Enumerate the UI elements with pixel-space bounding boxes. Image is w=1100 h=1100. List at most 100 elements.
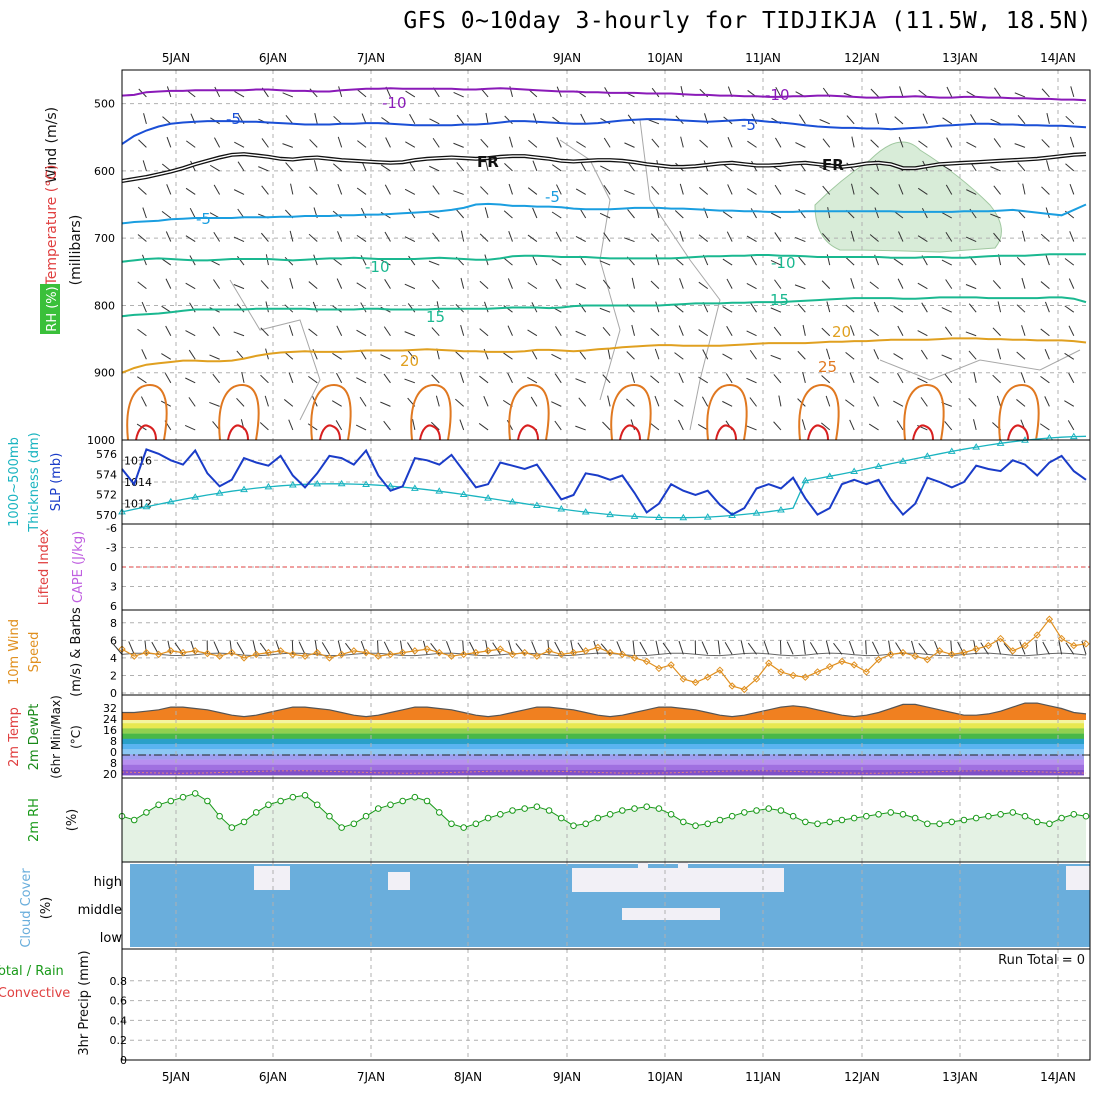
clear-sky-gap [388, 872, 410, 890]
surface-wind-barb [445, 641, 452, 655]
thickness-marker [1069, 432, 1078, 440]
wind-barb [485, 112, 489, 124]
ylabel-cloud-unit: (%) [39, 897, 54, 920]
wind-barb [578, 350, 587, 360]
wind-barb [997, 348, 1002, 360]
wind-barb [650, 375, 660, 384]
wind-barb [333, 163, 342, 172]
rh-marker [374, 805, 382, 812]
wind-barb [680, 136, 684, 148]
wind-barb [1016, 399, 1026, 407]
wind-barb [722, 258, 733, 266]
x-tick-label-bottom: 12JAN [844, 1070, 880, 1084]
chart-title: GFS 0~10day 3-hourly for TIDJIKJA (11.5W… [403, 8, 1092, 34]
wind-barb [678, 372, 684, 384]
wind-barb [850, 230, 855, 242]
wind-barb [142, 160, 147, 172]
wind-barb [1044, 301, 1050, 313]
thickness-marker [557, 505, 566, 512]
wind-barb [994, 87, 1001, 98]
wind-barb [846, 115, 855, 125]
wind-barb [602, 326, 611, 337]
wind-barb [679, 230, 684, 242]
wind-barb [428, 213, 440, 219]
wind-barb [578, 397, 587, 407]
x-tick-label-bottom: 5JAN [162, 1070, 190, 1084]
wind-barb [166, 136, 172, 148]
wind-barb [236, 397, 245, 407]
wind-barb [845, 257, 855, 266]
temperature-contour [121, 296, 1087, 318]
wind-barb [265, 301, 269, 313]
wind-barb [897, 278, 904, 289]
wind-barb [575, 425, 586, 431]
wind-barb [233, 331, 245, 337]
surface-wind-barb [1081, 640, 1087, 655]
wind-barb [332, 258, 342, 266]
wind-barb [309, 139, 318, 148]
temp-color-band [122, 723, 1084, 729]
rh-marker [411, 793, 419, 801]
wind-barb [624, 189, 635, 195]
wind-speed-marker [301, 652, 309, 660]
x-tick-label-top: 10JAN [647, 51, 683, 65]
wind-speed-marker [215, 652, 224, 660]
rh-marker [1021, 812, 1029, 820]
wind-speed-marker [972, 645, 980, 653]
wind-barb [260, 327, 269, 337]
contour-label: -10 [365, 258, 390, 276]
wind-barb [527, 234, 538, 242]
ylabel-2m-dewpt: 2m DewPt [27, 704, 42, 771]
wind-barb [965, 331, 977, 337]
wind-barb [973, 371, 977, 383]
wind-barb [942, 164, 953, 172]
wind-barb [770, 259, 782, 266]
dewpoint-line [121, 770, 1087, 774]
rh-legend-swatch [40, 284, 60, 334]
rh-marker [911, 814, 919, 822]
rh-marker [484, 814, 492, 822]
wind-speed-marker [1082, 640, 1090, 648]
thickness-marker [215, 489, 224, 496]
wind-barb [356, 187, 367, 195]
surface-wind-barb [763, 640, 770, 655]
wind-speed-marker [948, 650, 956, 659]
ylabel-celsius: (°C) [69, 725, 83, 749]
wind-barb [631, 324, 635, 336]
wind-barb [479, 328, 489, 337]
thickness-marker [191, 493, 200, 500]
rh-marker [545, 807, 553, 814]
wind-barb [674, 304, 684, 313]
y-tick-label: 500 [94, 98, 115, 111]
wind-barb [874, 207, 880, 219]
wind-speed-marker [130, 652, 138, 660]
wind-barb [893, 400, 904, 407]
wind-barb [993, 138, 1001, 148]
rh-marker [289, 793, 297, 801]
contour-label: -10 [771, 254, 796, 272]
wind-barb [797, 303, 806, 313]
wind-barb [137, 376, 147, 384]
wind-barb [483, 348, 489, 360]
temp-tick-label: 16 [103, 724, 117, 737]
wind-barb [722, 353, 733, 360]
x-tick-label-top: 14JAN [1040, 51, 1076, 65]
wind-barb [746, 425, 757, 431]
wind-barb [575, 235, 586, 242]
li-tick-label: -3 [106, 542, 117, 555]
wind-barb [532, 207, 538, 219]
wind-barb [575, 330, 586, 337]
rh-marker [167, 797, 175, 805]
wind-barb [161, 258, 172, 266]
wind-barb [409, 113, 416, 125]
wind-barb [1068, 372, 1075, 384]
ylabel-thickness: Thickness (dm) [27, 432, 42, 532]
hot-contour [912, 424, 934, 441]
wind-barb [680, 86, 684, 98]
x-tick-label-bottom: 11JAN [745, 1070, 781, 1084]
boundary-layer-contour [798, 383, 840, 441]
wind-speed-marker [569, 648, 578, 657]
wind-barb [773, 374, 782, 384]
wind-speed-marker [325, 654, 334, 662]
wind-barb [260, 232, 269, 242]
